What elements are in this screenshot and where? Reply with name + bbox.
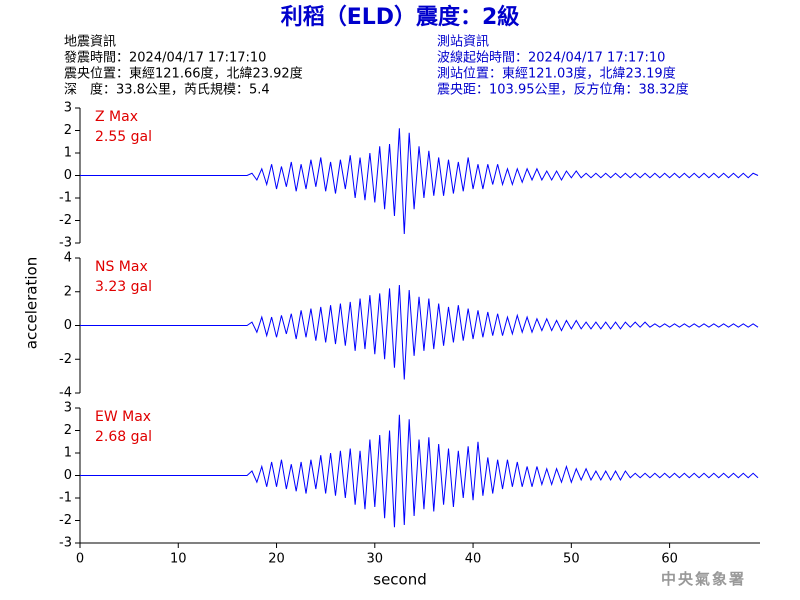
y-tick-label: 1: [64, 146, 72, 161]
waveform: [80, 414, 759, 528]
info-line: 深 度：33.8公里，芮氏規模：5.4: [64, 82, 270, 98]
max-label: 2.68 gal: [95, 429, 152, 445]
y-tick-label: -1: [59, 191, 72, 206]
x-tick-label: 0: [76, 552, 84, 567]
event-info: 地震資訊 發震時間：2024/04/17 17:17:10 震央位置：東經121…: [64, 35, 303, 98]
x-tick-label: 10: [170, 552, 187, 567]
y-tick-label: 0: [64, 168, 72, 183]
y-tick-label: -2: [59, 213, 72, 228]
y-tick-label: 2: [64, 284, 72, 299]
max-label: 2.55 gal: [95, 129, 152, 145]
y-tick-label: 0: [64, 468, 72, 483]
y-tick-label: 0: [64, 318, 72, 333]
y-tick-label: -4: [59, 386, 72, 401]
y-tick-label: 2: [64, 123, 72, 138]
info-line: 震央位置：東經121.66度，北緯23.92度: [64, 66, 303, 82]
info-line: 測站位置：東經121.03度，北緯23.19度: [437, 66, 676, 82]
x-tick-label: 20: [268, 552, 285, 567]
panel-label: EW Max: [95, 409, 151, 425]
y-tick-label: -2: [59, 352, 72, 367]
max-label: 3.23 gal: [95, 279, 152, 295]
info-line: 地震資訊: [64, 35, 116, 50]
panel-label: Z Max: [95, 109, 138, 125]
credit: 中央氣象署: [661, 570, 746, 588]
y-tick-label: -3: [59, 536, 72, 551]
y-tick-label: -2: [59, 513, 72, 528]
waveform: [80, 128, 759, 235]
x-tick-label: 60: [661, 552, 678, 567]
chart-title: 利稻（ELD）震度：2級: [281, 4, 520, 30]
x-tick-label: 50: [563, 552, 580, 567]
y-tick-label: -1: [59, 491, 72, 506]
y-tick-label: 2: [64, 423, 72, 438]
station-info: 測站資訊 波線起始時間：2024/04/17 17:17:10 測站位置：東經1…: [437, 35, 689, 98]
x-axis-label: second: [373, 571, 427, 589]
info-line: 波線起始時間：2024/04/17 17:17:10: [437, 50, 665, 66]
y-tick-label: 4: [64, 251, 72, 266]
x-tick-label: 40: [465, 552, 482, 567]
y-tick-label: -3: [59, 236, 72, 251]
y-axis-label: acceleration: [23, 257, 41, 349]
y-tick-label: 3: [64, 101, 72, 116]
info-line: 發震時間：2024/04/17 17:17:10: [64, 51, 266, 66]
panel-label: NS Max: [95, 259, 148, 275]
x-tick-label: 30: [367, 552, 384, 567]
info-line: 測站資訊: [437, 35, 489, 50]
info-line: 震央距：103.95公里，反方位角：38.32度: [437, 82, 689, 98]
y-tick-label: 1: [64, 446, 72, 461]
waveform: [80, 284, 759, 380]
y-tick-label: 3: [64, 401, 72, 416]
